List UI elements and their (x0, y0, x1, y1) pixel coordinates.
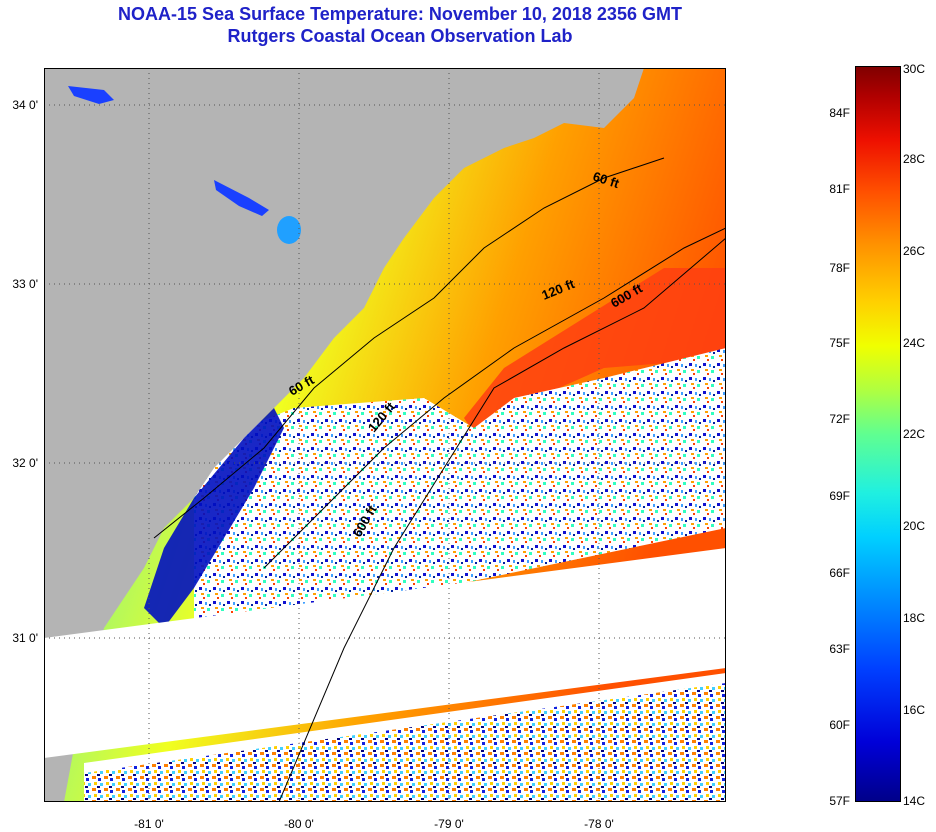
lat-label-34: 34 0' (12, 98, 38, 112)
colorbar-c-18: 18C (903, 611, 926, 625)
colorbar-f-69: 69F (829, 489, 850, 503)
lon-label-80: -80 0' (284, 817, 314, 831)
main-title: NOAA-15 Sea Surface Temperature: Novembe… (118, 4, 682, 24)
colorbar-f-84: 84F (829, 106, 850, 120)
colorbar-c-28: 28C (903, 152, 926, 166)
colorbar-c-16: 16C (903, 703, 926, 717)
colorbar-c-26: 26C (903, 244, 926, 258)
colorbar-c-30: 30C (903, 62, 926, 76)
colorbar-c-20: 20C (903, 519, 926, 533)
gulf-stream-core (464, 268, 726, 448)
land (44, 68, 644, 802)
colorbar-f-72: 72F (829, 412, 850, 426)
colorbar-f-60: 60F (829, 718, 850, 732)
gridlines (44, 68, 726, 802)
bathymetry-contours (153, 157, 726, 802)
lake (68, 86, 114, 104)
lake (277, 216, 301, 244)
colorbar-f-78: 78F (829, 261, 850, 275)
lat-label-33: 33 0' (12, 277, 38, 291)
lon-label-78: -78 0' (584, 817, 614, 831)
colorbar-c-14: 14C (903, 794, 926, 808)
colorbar-f-75: 75F (829, 336, 850, 350)
colorbar-c-22: 22C (903, 427, 926, 441)
colorbar-f-66: 66F (829, 566, 850, 580)
cloud-speckle (194, 348, 726, 628)
lon-label-79: -79 0' (434, 817, 464, 831)
sst-map[interactable]: 60 ft 120 ft 600 ft 60 ft 120 ft 600 ft (44, 68, 726, 802)
lat-label-32: 32 0' (12, 456, 38, 470)
map-frame (44, 68, 726, 802)
lake (214, 180, 269, 216)
subtitle: Rutgers Coastal Ocean Observation Lab (227, 26, 573, 46)
missing-data-swath (44, 548, 726, 758)
swath-gap (84, 673, 726, 773)
lon-label-81: -81 0' (134, 817, 164, 831)
colorbar-c-24: 24C (903, 336, 926, 350)
temperature-colorbar (855, 66, 901, 802)
lat-label-31: 31 0' (12, 631, 38, 645)
colorbar-f-57: 57F (829, 794, 850, 808)
colorbar-f-63: 63F (829, 642, 850, 656)
colorbar-f-81: 81F (829, 182, 850, 196)
southern-speckle (84, 678, 726, 802)
